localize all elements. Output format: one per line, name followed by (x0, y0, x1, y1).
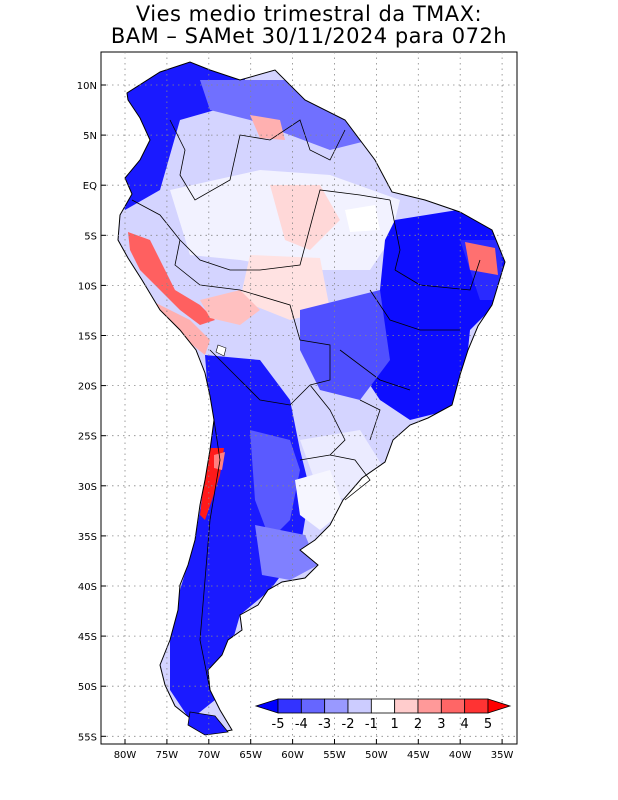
lake-titicaca (215, 344, 227, 357)
bias-region (255, 525, 318, 580)
border-line (394, 259, 481, 291)
lat-tick-label: 55S (78, 732, 97, 743)
lat-tick-label: 5S (84, 231, 97, 242)
lon-tick-label: 35W (491, 750, 514, 761)
border-line (239, 289, 331, 386)
latitude-axis: 10N 5N EQ 5S 10S 15S 20S 25S 30S 35S 40S 45S 50S 55S (77, 81, 106, 743)
lon-tick-label: 55W (323, 750, 346, 761)
colorbar-swatch (370, 698, 396, 714)
border-line (209, 349, 311, 406)
lat-tick-label: 20S (78, 382, 97, 393)
lat-tick-label: 10S (78, 281, 97, 292)
colorbar-label: -4 (295, 717, 308, 732)
colorbar: -5 -4 -3 -2 -1 1 2 3 4 5 (254, 698, 512, 732)
lat-tick-label: EQ (83, 181, 97, 192)
map-title-line2: BAM – SAMet 30/11/2024 para 072h (110, 24, 508, 48)
colorbar-label: -5 (272, 717, 285, 732)
colorbar-swatch (347, 698, 372, 714)
map-title-line1: Vies medio trimestral da TMAX: (135, 2, 483, 26)
longitude-axis: 80W 75W 70W 65W 60W 55W 50W 45W 40W 35W (114, 739, 514, 761)
lat-tick-label: 50S (78, 682, 97, 693)
colorbar-label: 2 (414, 717, 422, 732)
lon-tick-label: 65W (239, 750, 262, 761)
bias-region (270, 185, 340, 250)
colorbar-swatch (464, 698, 489, 714)
lat-tick-label: 35S (78, 532, 97, 543)
colorbar-swatch (394, 698, 419, 714)
lon-tick-label: 50W (365, 750, 388, 761)
lon-tick-label: 80W (114, 750, 137, 761)
bias-region (300, 290, 390, 400)
lat-tick-label: 5N (83, 131, 97, 142)
lat-tick-label: 40S (78, 582, 97, 593)
colorbar-swatch (300, 698, 326, 714)
lat-tick-label: 25S (78, 432, 97, 443)
lat-tick-label: 10N (77, 81, 97, 92)
lon-tick-label: 75W (156, 750, 179, 761)
colorbar-label: 4 (461, 717, 469, 732)
colorbar-label: 5 (484, 717, 492, 732)
bias-region (240, 255, 330, 320)
lat-tick-label: 30S (78, 482, 97, 493)
colorbar-swatch (277, 698, 302, 714)
border-line (174, 239, 241, 291)
colorbar-label: 3 (437, 717, 445, 732)
lon-tick-label: 45W (407, 750, 430, 761)
tierra-del-fuego (187, 711, 229, 736)
lon-tick-label: 70W (197, 750, 220, 761)
colorbar-label: -2 (342, 717, 355, 732)
border-line (299, 384, 346, 461)
bias-region (250, 430, 300, 540)
bias-region (128, 232, 215, 325)
bias-region (150, 300, 210, 355)
border-line (339, 349, 411, 391)
colorbar-label: 1 (391, 717, 399, 732)
bias-region (345, 205, 380, 232)
colorbar-swatch (324, 698, 349, 714)
lon-tick-label: 60W (281, 750, 304, 761)
bias-region (295, 470, 345, 530)
border-line (179, 189, 391, 271)
colorbar-swatch (440, 698, 466, 714)
colorbar-label: -1 (365, 717, 378, 732)
colorbar-arrow-high (487, 698, 512, 714)
border-line (199, 419, 221, 691)
border-line (389, 199, 401, 271)
country-borders (131, 119, 481, 691)
border-line (169, 119, 241, 201)
bias-region (250, 115, 285, 140)
bias-region (465, 242, 498, 275)
colorbar-label: -3 (318, 717, 331, 732)
lat-tick-label: 15S (78, 332, 97, 343)
lat-tick-label: 45S (78, 632, 97, 643)
graticule (101, 52, 517, 744)
border-line (131, 199, 181, 241)
border-line (329, 454, 371, 501)
coastline (117, 61, 506, 734)
colorbar-swatch (417, 698, 442, 714)
bias-region (200, 290, 260, 325)
border-line (369, 289, 460, 331)
lon-tick-label: 40W (449, 750, 472, 761)
border-line (359, 399, 381, 441)
